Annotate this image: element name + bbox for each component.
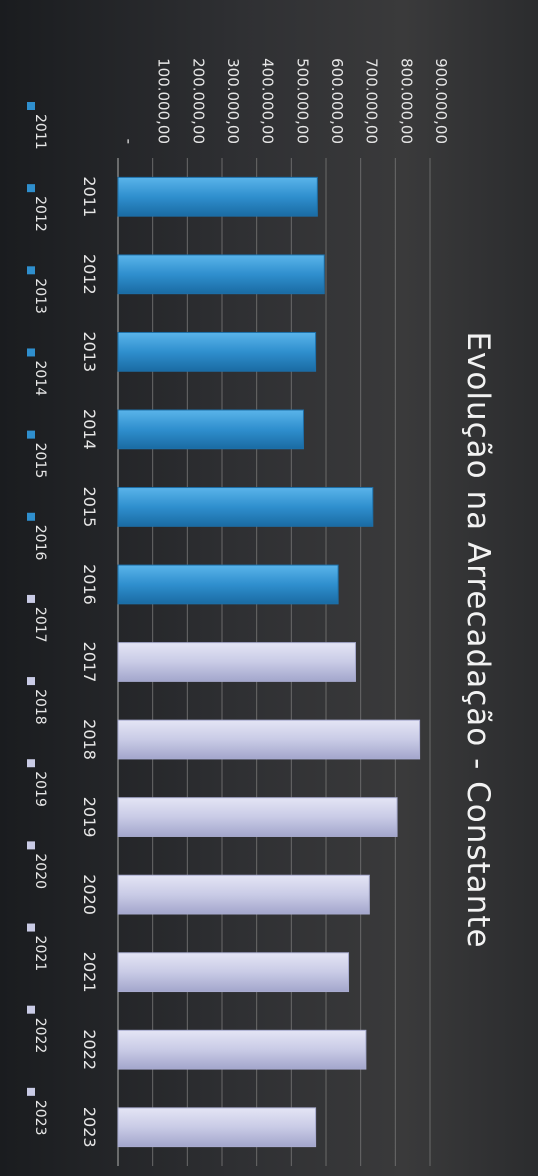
category-label: 2016: [80, 564, 99, 605]
category-label: 2022: [80, 1029, 99, 1070]
value-tick-label: 800.000,00: [397, 58, 415, 144]
value-tick-label: 200.000,00: [189, 58, 207, 144]
legend-swatch: [27, 1087, 35, 1096]
legend-swatch: [27, 430, 35, 439]
category-label: 2020: [80, 874, 99, 915]
legend-entry: 2014: [32, 360, 48, 396]
bar-2023: [117, 1107, 317, 1148]
bar-2017: [117, 642, 356, 682]
category-labels: 2011 2012 2013 2014 2015 2016 2017 2018 2019 2020…: [80, 176, 99, 1147]
legend-swatch: [27, 102, 35, 110]
bar-2018: [117, 719, 421, 760]
category-label: 2021: [80, 952, 99, 993]
bar-2014: [117, 409, 304, 450]
legend-swatch: [27, 841, 35, 850]
legend-swatch: [27, 677, 35, 686]
category-label: 2011: [80, 176, 99, 217]
bar-2015: [117, 487, 374, 527]
legend-swatch: [27, 266, 35, 275]
value-tick-label: 300.000,00: [224, 58, 242, 144]
bar-2013: [117, 331, 317, 372]
category-label: 2015: [80, 487, 99, 528]
legend-entry: 2020: [32, 853, 48, 889]
chart-title: Evolução na Arrecadação - Constante: [460, 331, 496, 948]
category-label: 2013: [80, 331, 99, 372]
bar-2020: [117, 874, 370, 915]
bar-2019: [117, 797, 398, 837]
legend-entry: 2017: [32, 607, 48, 643]
legend-entry: 2015: [32, 443, 48, 479]
legend-entry: 2019: [32, 771, 48, 807]
legend-entry: 2016: [32, 525, 48, 561]
bar-2022: [117, 1029, 367, 1070]
value-tick-label: 600.000,00: [328, 58, 346, 144]
bar-2016: [117, 564, 339, 605]
value-tick-label: 700.000,00: [363, 58, 381, 144]
value-axis-ticks: - 100.000,00 200.000,00 300.000,00 400.000,0…: [120, 58, 450, 144]
legend-swatch: [27, 594, 35, 603]
legend-swatch: [27, 184, 35, 193]
legend-entry: 2013: [32, 278, 48, 314]
bars: [117, 176, 421, 1148]
value-tick-label: 400.000,00: [259, 58, 277, 144]
category-label: 2012: [80, 254, 99, 295]
legend-entry: 2022: [32, 1018, 48, 1054]
category-label: 2014: [80, 409, 99, 450]
legend-entry: 2023: [32, 1100, 48, 1136]
value-tick-label: -: [120, 139, 138, 144]
legend-swatch: [27, 1005, 35, 1014]
legend-swatch: [27, 348, 35, 357]
legend-swatch: [27, 512, 35, 521]
category-label: 2017: [80, 642, 99, 683]
bar-2011: [117, 176, 318, 217]
legend-entry: 2012: [32, 196, 48, 232]
value-tick-label: 900.000,00: [432, 58, 450, 144]
category-label: 2019: [80, 797, 99, 838]
value-tick-label: 100.000,00: [155, 58, 173, 144]
legend: 2011 2012 2013 2014 2015 2016 2017 2018 2019 2020…: [27, 102, 48, 1135]
category-label: 2018: [80, 719, 99, 760]
category-label: 2023: [80, 1107, 99, 1148]
legend-swatch: [27, 923, 35, 932]
legend-entry: 2018: [32, 689, 48, 725]
legend-entry: 2021: [32, 936, 48, 972]
bar-2012: [117, 254, 325, 295]
legend-entry: 2011: [32, 114, 48, 150]
value-tick-label: 500.000,00: [293, 58, 311, 144]
bar-2021: [117, 952, 350, 993]
legend-swatch: [27, 759, 35, 768]
